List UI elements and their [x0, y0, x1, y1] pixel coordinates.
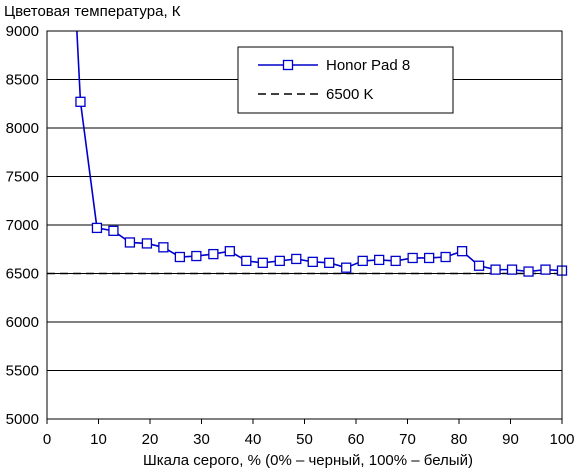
legend-label-honor-pad-8: Honor Pad 8: [326, 57, 410, 74]
y-tick-labels: 5000 5500 6000 6500 7000 7500 8000 8500 9000: [6, 23, 39, 428]
y-tick-label: 6000: [6, 314, 39, 331]
y-tick-label: 5000: [6, 411, 39, 428]
data-point-marker: [423, 252, 435, 264]
y-tick-label: 6500: [6, 266, 39, 283]
data-point-marker: [456, 246, 468, 257]
y-tick-label: 5500: [6, 363, 39, 380]
series-layer: [47, 30, 568, 277]
x-tick-label: 0: [43, 431, 51, 448]
data-point-marker: [75, 96, 86, 107]
data-point-marker: [440, 251, 451, 263]
data-point-marker: [274, 255, 285, 267]
data-point-marker: [191, 250, 202, 262]
data-point-marker: [473, 260, 485, 271]
data-point-marker: [108, 225, 119, 236]
data-point-marker: [257, 257, 268, 268]
data-point-marker: [390, 255, 401, 267]
x-tick-label: 10: [90, 431, 107, 448]
legend-marker-honor-pad-8: [282, 59, 294, 71]
data-point-marker: [324, 257, 335, 268]
data-point-marker: [224, 246, 235, 257]
data-point-marker: [124, 237, 136, 248]
x-tick-label: 50: [296, 431, 313, 448]
y-axis-label: Цветовая температура, К: [4, 3, 181, 20]
y-tick-label: 8500: [6, 72, 39, 89]
x-tick-label: 70: [399, 431, 416, 448]
y-tick-label: 9000: [6, 23, 39, 40]
data-point-marker: [341, 262, 352, 273]
x-tick-label: 40: [245, 431, 262, 448]
x-tick-labels: 0 10 20 30 40 50 60 70 80 90 100: [43, 419, 574, 448]
data-point-marker: [374, 254, 385, 266]
x-tick-label: 80: [451, 431, 468, 448]
legend-box: [237, 46, 454, 114]
x-tick-label: 90: [502, 431, 519, 448]
data-point-marker: [158, 242, 169, 253]
y-tick-label: 8000: [6, 120, 39, 137]
x-axis-label: Шкала серого, % (0% – черный, 100% – бел…: [143, 452, 473, 469]
data-point-marker: [490, 264, 501, 275]
data-point-marker: [523, 266, 534, 277]
data-point-marker: [291, 253, 302, 265]
data-point-marker: [407, 252, 418, 264]
data-point-marker: [174, 251, 186, 263]
data-point-marker: [91, 222, 103, 234]
data-point-marker: [506, 264, 518, 275]
data-point-marker: [307, 256, 318, 268]
legend: Honor Pad 8 6500 K: [237, 46, 454, 114]
x-tick-label: 100: [549, 431, 574, 448]
data-point-marker: [208, 248, 219, 260]
x-tick-label: 20: [142, 431, 159, 448]
x-tick-label: 30: [193, 431, 210, 448]
data-point-marker: [241, 255, 252, 267]
x-tick-label: 60: [348, 431, 365, 448]
data-point-marker: [141, 238, 153, 249]
data-point-marker: [540, 264, 551, 275]
data-point-marker: [357, 255, 368, 267]
y-tick-label: 7500: [6, 169, 39, 186]
y-tick-label: 7000: [6, 217, 39, 234]
legend-label-6500k: 6500 K: [326, 86, 374, 103]
plot-frame: [46, 30, 563, 420]
